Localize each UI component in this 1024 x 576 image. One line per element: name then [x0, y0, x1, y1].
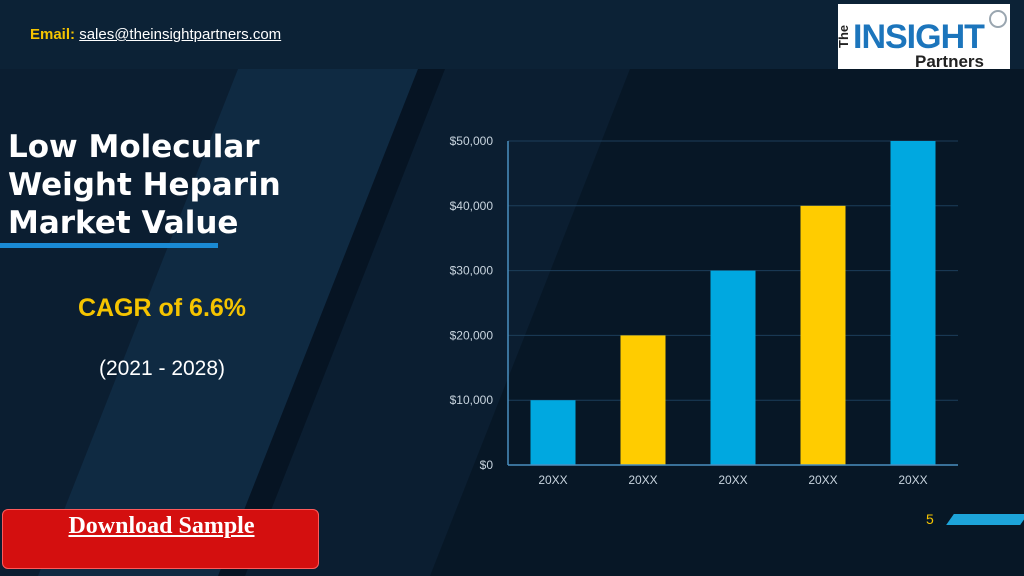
bg-stripe-2: [218, 69, 445, 576]
logo-partners-text: Partners: [915, 52, 984, 71]
logo-graphic: The INSIGHT Partners: [836, 10, 1007, 71]
chart-bars: [530, 141, 936, 466]
y-tick-label: $10,000: [450, 393, 494, 407]
title-underline: [0, 243, 218, 248]
company-logo[interactable]: The INSIGHT Partners: [836, 4, 1010, 72]
bar: [620, 335, 666, 465]
background-stripes: [38, 69, 1024, 576]
bg-stripe-1: [38, 69, 438, 576]
y-axis-ticks: $0 $10,000 $20,000 $30,000 $40,000 $50,000: [450, 134, 494, 472]
bar: [710, 270, 756, 465]
bar: [530, 400, 576, 465]
y-tick-label: $50,000: [450, 134, 494, 148]
x-tick-label: 20XX: [538, 473, 567, 487]
x-tick-label: 20XX: [808, 473, 837, 487]
page-title: Low Molecular Weight Heparin Market Valu…: [8, 129, 281, 241]
accent-bar: [946, 514, 1024, 525]
y-tick-label: $0: [480, 458, 494, 472]
y-tick-label: $20,000: [450, 328, 494, 342]
email-link[interactable]: sales@theinsightpartners.com: [79, 26, 282, 43]
bar: [800, 205, 846, 466]
x-tick-label: 20XX: [898, 473, 927, 487]
content-panel: [0, 69, 1024, 576]
download-sample-button[interactable]: Download Sample: [2, 509, 319, 569]
year-range-text: (2021 - 2028): [98, 357, 226, 380]
bar: [890, 141, 936, 465]
y-tick-label: $30,000: [450, 264, 494, 278]
x-tick-label: 20XX: [718, 473, 747, 487]
logo-the-text: The: [838, 25, 851, 48]
y-tick-label: $40,000: [450, 199, 494, 213]
email-label: Email:: [30, 26, 76, 43]
logo-circle-icon: [989, 10, 1007, 28]
download-sample-label: Download Sample: [68, 513, 255, 539]
logo-insight-text: INSIGHT: [853, 18, 985, 56]
cagr-text: CAGR of 6.6%: [77, 294, 247, 322]
page-number: 5: [926, 511, 934, 527]
x-tick-label: 20XX: [628, 473, 657, 487]
email-line: Email: sales@theinsightpartners.com: [30, 26, 281, 43]
x-axis-ticks: 20XX 20XX 20XX 20XX 20XX: [538, 473, 927, 487]
